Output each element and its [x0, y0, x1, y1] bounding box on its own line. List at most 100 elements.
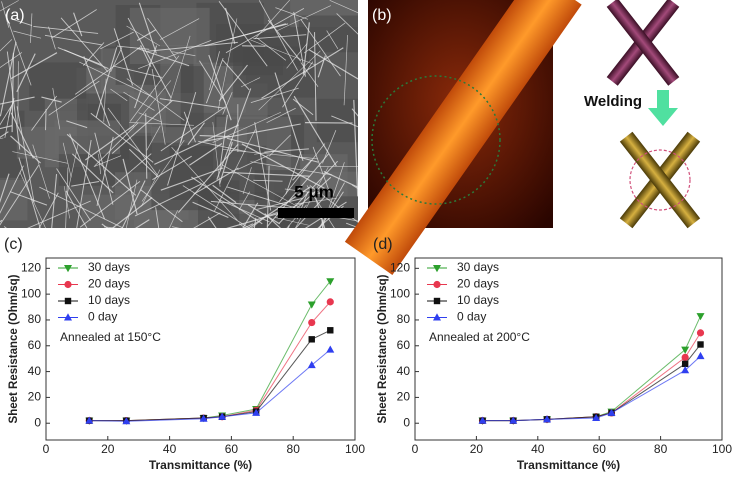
nanowire [224, 7, 236, 44]
nanowire [30, 13, 33, 43]
nanowire [10, 52, 58, 80]
grain [151, 142, 214, 211]
nanowire [182, 185, 250, 228]
marker [696, 329, 705, 337]
marker [307, 360, 316, 369]
nanowire [312, 146, 330, 192]
nanowire [250, 161, 333, 176]
nanowire [13, 30, 42, 39]
nanowire [339, 217, 358, 222]
nanowire [0, 164, 40, 226]
nanowire [167, 117, 189, 186]
nanowire [62, 142, 72, 178]
nanowire [10, 18, 33, 27]
nanowire [0, 39, 13, 52]
nanowire [253, 34, 307, 40]
y-tick-label: 60 [28, 338, 42, 352]
marker [64, 297, 72, 305]
nanowire [51, 9, 97, 39]
nanowire [32, 144, 50, 199]
nanowire [261, 47, 344, 99]
nanowire [141, 169, 161, 207]
nanowire [171, 146, 238, 221]
nanowire [140, 189, 183, 223]
nanowire [219, 114, 228, 170]
nanowire [66, 133, 137, 196]
nanowire [247, 186, 311, 228]
nanowire [64, 49, 109, 70]
marker [543, 415, 552, 423]
nanowire [279, 143, 326, 203]
marker [433, 297, 441, 305]
x-tick-label: 0 [412, 442, 419, 456]
nanowire [247, 204, 280, 225]
y-tick-label: 20 [397, 390, 411, 404]
nanowire [266, 165, 270, 228]
nanowire [111, 100, 173, 154]
nanowire [134, 45, 158, 109]
nanowire [121, 180, 146, 228]
marker [681, 353, 689, 361]
legend-label: 20 days [88, 277, 130, 291]
marker [199, 414, 208, 422]
nanowire [123, 91, 155, 111]
nanowire [212, 184, 237, 204]
marker [64, 280, 72, 289]
series-line [482, 332, 701, 422]
annotation: Annealed at 150°C [60, 330, 161, 344]
nanowire [94, 132, 114, 205]
nanowire [216, 88, 252, 180]
marker [509, 416, 518, 424]
nanowire [319, 191, 344, 228]
nanowire [199, 60, 226, 103]
y-tick-label: 60 [397, 338, 411, 352]
nanowire [116, 45, 150, 50]
legend-label: 30 days [88, 260, 130, 274]
nanowire [300, 19, 341, 77]
nanowire [189, 143, 223, 166]
nanowire [258, 0, 299, 71]
grain [129, 7, 210, 64]
y-tick-label: 20 [28, 390, 42, 404]
nanowire [9, 191, 48, 206]
legend-label: 10 days [457, 293, 499, 307]
nanowire [207, 216, 217, 228]
y-tick-label: 40 [397, 364, 411, 378]
nanowire [320, 215, 324, 228]
nanowire [134, 183, 202, 217]
nanowire [256, 37, 287, 61]
nanowire [38, 192, 59, 228]
arrow [657, 90, 669, 108]
nanowire [309, 185, 358, 223]
nanowire [66, 120, 88, 129]
nanowire [126, 25, 161, 47]
weld-circle [629, 149, 691, 211]
nanowire [154, 124, 240, 165]
nanowire [0, 173, 10, 204]
annotation: Annealed at 200°C [429, 330, 530, 344]
y-axis-label: Sheet Resistance (Ohm/sq) [8, 274, 20, 423]
nanowire [0, 0, 19, 12]
y-tick-label: 80 [28, 312, 42, 326]
nanowire [250, 87, 299, 104]
nanowire [254, 150, 278, 155]
nanowire [63, 186, 71, 219]
nanowire [110, 88, 128, 102]
nanowire [193, 167, 239, 195]
nanowire [275, 7, 309, 20]
nanowire [210, 200, 291, 209]
nanowire [219, 141, 233, 184]
marker [326, 298, 334, 306]
nanowire [222, 149, 318, 160]
nanowire [329, 0, 358, 14]
series-line [482, 355, 701, 422]
x-tick-label: 20 [470, 442, 484, 456]
nanowire [287, 225, 290, 228]
nanowire [94, 122, 139, 167]
marker [433, 265, 441, 273]
marker [697, 341, 704, 348]
x-tick-label: 40 [163, 442, 177, 456]
y-tick-label: 120 [21, 260, 41, 274]
nanowire [33, 25, 99, 34]
x-tick-label: 100 [712, 442, 732, 456]
